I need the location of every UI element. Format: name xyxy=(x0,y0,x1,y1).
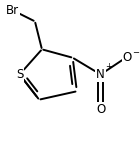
Text: Br: Br xyxy=(6,4,19,17)
Text: +: + xyxy=(106,62,112,71)
Text: S: S xyxy=(16,68,23,81)
Text: −: − xyxy=(132,48,139,57)
Text: O: O xyxy=(122,51,132,64)
Text: N: N xyxy=(96,68,105,81)
Text: O: O xyxy=(96,103,105,116)
